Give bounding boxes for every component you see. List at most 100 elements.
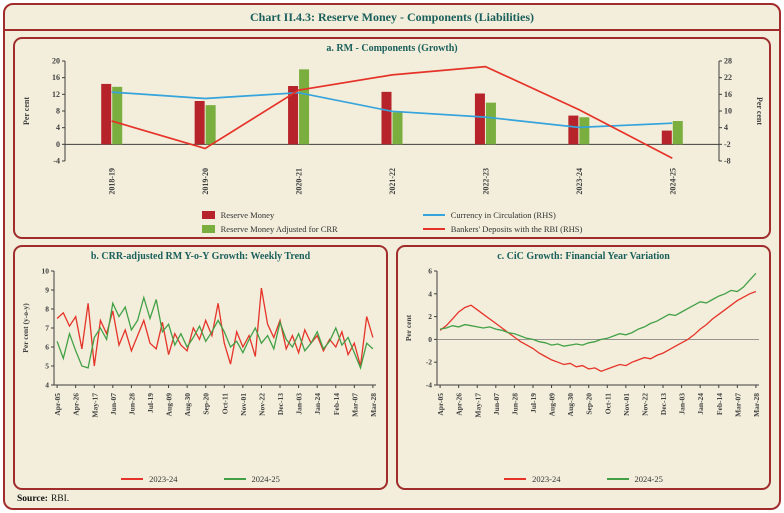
svg-text:0: 0 bbox=[56, 140, 60, 149]
svg-text:8: 8 bbox=[56, 107, 60, 116]
svg-text:4: 4 bbox=[56, 123, 60, 132]
svg-text:-4: -4 bbox=[53, 157, 60, 166]
svg-text:Per cent (y-o-y): Per cent (y-o-y) bbox=[21, 303, 30, 353]
svg-text:Nov-01: Nov-01 bbox=[238, 393, 247, 416]
panel-b-title: b. CRR-adjusted RM Y-o-Y Growth: Weekly … bbox=[90, 251, 311, 262]
svg-text:Mar-28: Mar-28 bbox=[368, 393, 377, 417]
svg-text:16: 16 bbox=[724, 90, 732, 99]
svg-text:Jan-24: Jan-24 bbox=[313, 393, 322, 415]
svg-text:Feb-14: Feb-14 bbox=[714, 393, 723, 415]
svg-text:2023-24: 2023-24 bbox=[575, 168, 584, 195]
chart-main-title: Chart II.4.3: Reserve Money - Components… bbox=[5, 5, 779, 31]
svg-text:Aug-09: Aug-09 bbox=[164, 393, 173, 417]
svg-text:Aug-09: Aug-09 bbox=[547, 393, 556, 417]
source-value: RBI. bbox=[50, 494, 70, 504]
svg-text:-2: -2 bbox=[724, 140, 731, 149]
source-note: Source: RBI. bbox=[17, 494, 767, 504]
legend-swatch-bankers-deposits bbox=[422, 228, 445, 230]
legend-item-legend-c-2023-24: 2023-24 bbox=[504, 474, 561, 484]
panel-c-legend: 2023-24 2024-25 bbox=[398, 470, 769, 484]
svg-text:10: 10 bbox=[41, 267, 49, 276]
legend-label-legend-b-2023-24: 2023-24 bbox=[149, 474, 178, 484]
svg-text:Apr-26: Apr-26 bbox=[454, 393, 463, 416]
svg-text:4: 4 bbox=[45, 381, 49, 390]
source-label: Source: bbox=[17, 494, 48, 504]
panel-c-title: c. CiC Growth: Financial Year Variation bbox=[497, 251, 670, 262]
legend-item-legend-b-2023-24: 2023-24 bbox=[121, 474, 178, 484]
svg-text:Oct-11: Oct-11 bbox=[603, 393, 612, 414]
svg-text:Jan-03: Jan-03 bbox=[294, 393, 303, 415]
svg-text:Sep-20: Sep-20 bbox=[584, 393, 593, 415]
svg-text:Mar-07: Mar-07 bbox=[733, 393, 742, 417]
svg-text:Jul-19: Jul-19 bbox=[145, 393, 154, 413]
panel-a-legend: Reserve Money Currency in Circulation (RH… bbox=[15, 210, 769, 234]
svg-text:Nov-01: Nov-01 bbox=[621, 393, 630, 416]
svg-text:2024-25: 2024-25 bbox=[668, 168, 677, 195]
legend-label-rm-adjusted-for-crr: Reserve Money Adjusted for CRR bbox=[220, 224, 338, 234]
svg-text:28: 28 bbox=[724, 57, 732, 66]
panel-rm-components-growth: a. RM - Components (Growth) -4 0 4 8 12 16 20 -… bbox=[13, 37, 771, 239]
svg-text:Jun-28: Jun-28 bbox=[510, 393, 519, 415]
svg-text:Jun-07: Jun-07 bbox=[108, 393, 117, 415]
svg-text:-2: -2 bbox=[425, 358, 431, 367]
legend-swatch-legend-c-2024-25 bbox=[606, 478, 629, 480]
cic-growth-fy-variation-chart: -4 -2 0 2 4 6 Per cent Apr-05 Apr-26 May-17 Jun-07… bbox=[404, 267, 761, 418]
legend-swatch-reserve-money bbox=[201, 211, 215, 219]
svg-text:Apr-26: Apr-26 bbox=[71, 393, 80, 416]
svg-text:22: 22 bbox=[724, 73, 732, 82]
svg-text:Dec-13: Dec-13 bbox=[659, 393, 668, 415]
svg-text:Jun-28: Jun-28 bbox=[127, 393, 136, 415]
svg-text:2022-23: 2022-23 bbox=[481, 168, 490, 195]
legend-item-rm-adjusted-for-crr: Reserve Money Adjusted for CRR bbox=[201, 224, 338, 234]
legend-label-reserve-money: Reserve Money bbox=[220, 210, 275, 220]
svg-text:2019-20: 2019-20 bbox=[201, 168, 210, 195]
svg-text:Oct-11: Oct-11 bbox=[220, 393, 229, 414]
svg-text:Jul-19: Jul-19 bbox=[528, 393, 537, 413]
svg-text:Feb-14: Feb-14 bbox=[331, 393, 340, 415]
svg-text:May-17: May-17 bbox=[90, 393, 99, 418]
legend-swatch-currency-in-circulation bbox=[422, 214, 445, 216]
svg-text:Mar-07: Mar-07 bbox=[350, 393, 359, 417]
svg-text:20: 20 bbox=[52, 57, 60, 66]
chart-frame: Chart II.4.3: Reserve Money - Components… bbox=[3, 3, 781, 510]
svg-text:Aug-30: Aug-30 bbox=[183, 393, 192, 417]
svg-text:Nov-22: Nov-22 bbox=[640, 393, 649, 416]
svg-text:Jan-24: Jan-24 bbox=[696, 393, 705, 415]
panel-a-title: a. RM - Components (Growth) bbox=[326, 43, 458, 54]
svg-text:4: 4 bbox=[428, 289, 432, 298]
svg-text:Apr-05: Apr-05 bbox=[53, 393, 62, 416]
svg-text:12: 12 bbox=[52, 90, 60, 99]
svg-text:16: 16 bbox=[52, 73, 60, 82]
crr-adjusted-weekly-trend-chart: 4 5 6 7 8 9 10 Per cent (y-o-y) Apr-05 Apr-26 May-… bbox=[21, 267, 378, 418]
svg-text:2021-22: 2021-22 bbox=[388, 168, 397, 195]
svg-text:8: 8 bbox=[45, 305, 49, 314]
svg-text:Nov-22: Nov-22 bbox=[257, 393, 266, 416]
svg-text:4: 4 bbox=[724, 123, 728, 132]
legend-item-currency-in-circulation: Currency in Circulation (RHS) bbox=[422, 210, 583, 220]
svg-text:Per cent: Per cent bbox=[22, 97, 31, 125]
svg-text:7: 7 bbox=[45, 324, 49, 333]
svg-text:May-17: May-17 bbox=[473, 393, 482, 418]
panel-cic-growth-fy-variation: c. CiC Growth: Financial Year Variation … bbox=[396, 245, 771, 490]
legend-swatch-legend-c-2023-24 bbox=[504, 478, 527, 480]
svg-text:2: 2 bbox=[428, 312, 432, 321]
svg-text:0: 0 bbox=[428, 335, 432, 344]
svg-text:Aug-30: Aug-30 bbox=[566, 393, 575, 417]
svg-text:9: 9 bbox=[45, 286, 49, 295]
rm-components-growth-chart: -4 0 4 8 12 16 20 -8 -2 4 10 16 22 28 Per cent Per cent… bbox=[22, 57, 764, 195]
legend-item-legend-b-2024-25: 2024-25 bbox=[223, 474, 280, 484]
svg-text:5: 5 bbox=[45, 362, 49, 371]
panel-b-legend: 2023-24 2024-25 bbox=[15, 470, 386, 484]
svg-text:6: 6 bbox=[45, 343, 49, 352]
legend-swatch-legend-b-2024-25 bbox=[223, 478, 246, 480]
legend-label-legend-c-2023-24: 2023-24 bbox=[532, 474, 561, 484]
legend-label-currency-in-circulation: Currency in Circulation (RHS) bbox=[450, 210, 556, 220]
svg-text:2020-21: 2020-21 bbox=[295, 168, 304, 195]
svg-text:Apr-05: Apr-05 bbox=[436, 393, 445, 416]
legend-label-bankers-deposits: Bankers' Deposits with the RBI (RHS) bbox=[450, 224, 583, 234]
svg-text:Mar-28: Mar-28 bbox=[751, 393, 760, 417]
svg-text:Dec-13: Dec-13 bbox=[276, 393, 285, 415]
svg-text:Per cent: Per cent bbox=[404, 314, 413, 341]
svg-text:-4: -4 bbox=[425, 381, 431, 390]
svg-text:10: 10 bbox=[724, 107, 732, 116]
